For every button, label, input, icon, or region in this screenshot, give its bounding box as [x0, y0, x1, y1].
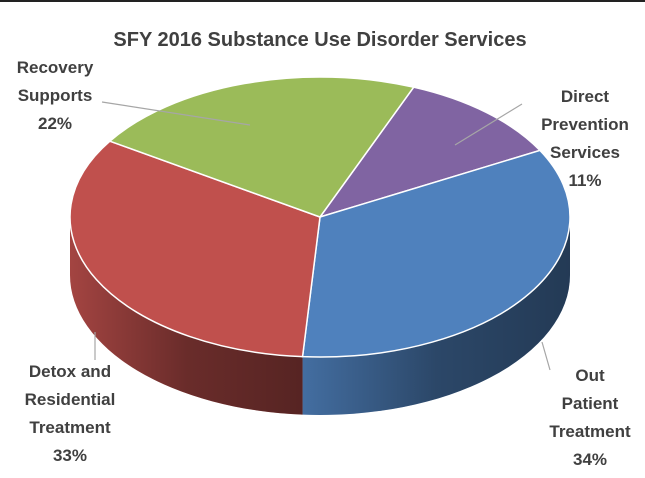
- leader-line: [454, 103, 523, 146]
- pie-side-shade: [70, 217, 303, 415]
- slice-name: Direct Prevention Services: [541, 87, 629, 162]
- leader-line: [101, 101, 251, 126]
- slice-value: 22%: [37, 114, 73, 133]
- slice-value: 11%: [568, 171, 602, 190]
- slice-label: Direct Prevention Services 11%: [541, 83, 629, 195]
- slice-value: 34%: [572, 450, 608, 469]
- pie-slice: [301, 149, 571, 358]
- leader-lines: [94, 101, 551, 371]
- pie-slice: [108, 76, 415, 218]
- pie-sides: [70, 217, 570, 415]
- chart-title: SFY 2016 Substance Use Disorder Services: [113, 29, 526, 51]
- leader-line: [541, 341, 551, 371]
- slice-label: Recovery Supports 22%: [17, 54, 94, 138]
- slice-label: Out Patient Treatment 34%: [549, 362, 630, 474]
- slice-name: Recovery Supports: [16, 58, 94, 105]
- slice-label: Detox and Residential Treatment 33%: [25, 358, 116, 470]
- pie-side-shade: [302, 217, 570, 415]
- pie-slice: [318, 86, 542, 219]
- slice-name: Detox and Residential Treatment: [24, 362, 116, 437]
- slice-name: Out Patient Treatment: [549, 366, 631, 441]
- pie-tops: [69, 76, 571, 358]
- slice-value: 33%: [52, 446, 88, 465]
